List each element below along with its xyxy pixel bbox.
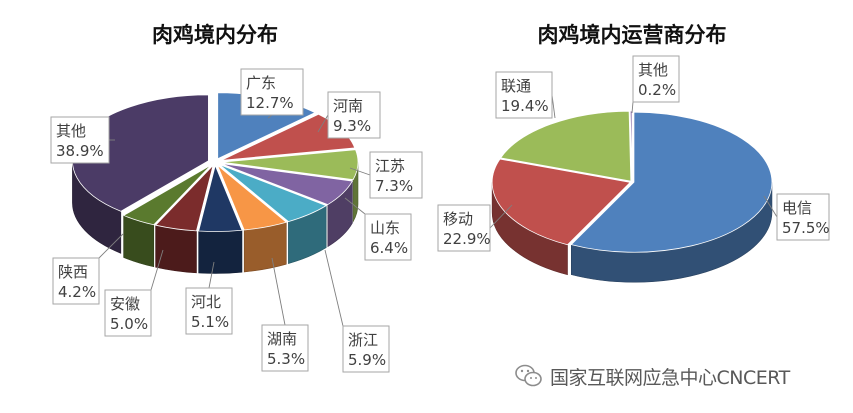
pie-slice: [221, 149, 359, 181]
slice-name-label: 其他: [56, 122, 86, 140]
label-box: [369, 151, 423, 199]
label-box: [632, 55, 680, 103]
slice-name-label: 电信: [782, 199, 812, 217]
slice-name-label: 江苏: [375, 157, 405, 175]
pie-slice: [122, 164, 212, 226]
slice-value-label: 0.2%: [638, 81, 676, 99]
pie-slice: [491, 158, 631, 246]
pie-slice: [217, 164, 288, 231]
leader-line: [98, 233, 124, 259]
label-box: [342, 325, 390, 373]
pie-slice-side: [198, 229, 243, 274]
slice-value-label: 22.9%: [443, 230, 491, 248]
slice-value-label: 5.9%: [348, 351, 386, 369]
label-box: [495, 71, 553, 119]
leader-line: [271, 257, 286, 326]
slice-value-label: 57.5%: [782, 219, 830, 237]
watermark: 国家互联网应急中心CNCERT: [514, 360, 790, 392]
label-box: [185, 287, 233, 335]
leader-line: [489, 204, 513, 229]
leader-line: [344, 197, 366, 215]
label-box: [327, 91, 381, 139]
slice-name-label: 安徽: [110, 295, 140, 313]
label-box: [104, 289, 152, 337]
slice-name-label: 湖南: [267, 330, 297, 348]
slice-value-label: 6.4%: [370, 239, 408, 257]
slice-value-label: 9.3%: [333, 117, 371, 135]
label-box: [364, 213, 412, 261]
slice-value-label: 7.3%: [375, 177, 413, 195]
label-box: [50, 116, 110, 164]
pie-slice: [198, 164, 243, 232]
slice-name-label: 移动: [443, 210, 473, 228]
slice-value-label: 38.9%: [56, 142, 104, 160]
chart-title: 肉鸡境内运营商分布: [538, 23, 727, 47]
slice-name-label: 其他: [638, 61, 668, 79]
leader-line: [349, 167, 371, 176]
chart-title: 肉鸡境内分布: [152, 23, 278, 47]
pie-slice: [221, 163, 354, 206]
slice-value-label: 5.0%: [110, 315, 148, 333]
leader-lines: [98, 114, 371, 327]
slice-name-label: 河南: [333, 97, 363, 115]
slice-value-label: 5.3%: [267, 350, 305, 368]
slice-value-label: 5.1%: [191, 313, 229, 331]
label-box: [437, 204, 491, 252]
label-box: [261, 324, 309, 372]
slice-value-label: 4.2%: [58, 283, 96, 301]
slice-name-label: 山东: [370, 219, 400, 237]
slice-name-label: 浙江: [348, 331, 378, 349]
slice-name-label: 广东: [246, 74, 276, 92]
pie-slice: [154, 163, 214, 232]
leader-line: [208, 261, 215, 289]
pie-slice: [219, 164, 328, 223]
wechat-icon: [515, 364, 542, 387]
leader-line: [631, 101, 634, 114]
pie-labels: 电信 57.5% 移动 22.9% 联通 19.4% 其他 0.2%: [437, 55, 830, 252]
slice-name-label: 陕西: [58, 263, 88, 281]
leader-line: [324, 249, 344, 327]
label-box: [776, 193, 830, 241]
label-box: [240, 68, 304, 116]
pie-slice: [570, 111, 773, 253]
watermark-text: 国家互联网应急中心CNCERT: [550, 366, 790, 389]
leader-line: [150, 249, 164, 291]
label-box: [52, 257, 100, 305]
slice-value-label: 19.4%: [501, 97, 549, 115]
leader-line: [763, 195, 778, 218]
slice-name-label: 联通: [501, 77, 531, 95]
slice-name-label: 河北: [191, 293, 221, 311]
leader-line: [317, 114, 329, 133]
slice-value-label: 12.7%: [246, 94, 294, 112]
pie-slice-side: [155, 224, 197, 274]
pie-slice: [500, 110, 632, 182]
pie-sides: [72, 160, 359, 274]
pie-tops: [491, 110, 773, 253]
pie-labels: 广东 12.7% 河南 9.3% 江苏 7.3% 山东 6.4% 浙江 5.9% 湖南 5.3% 河北 5…: [50, 68, 423, 373]
